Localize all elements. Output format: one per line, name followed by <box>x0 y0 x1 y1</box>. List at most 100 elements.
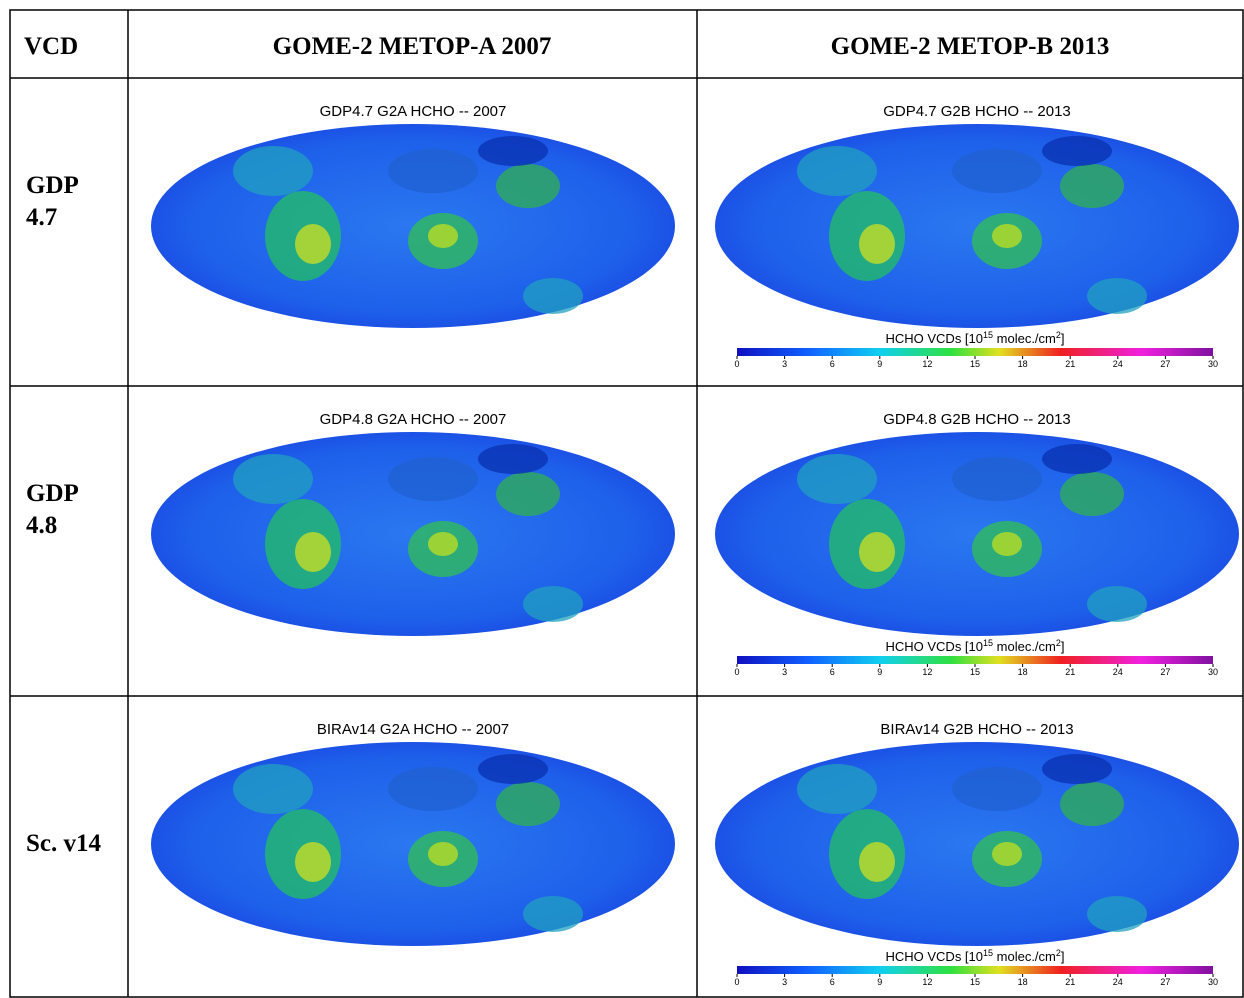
row-label: 4.8 <box>26 512 57 539</box>
colorbar-tick-label: 6 <box>830 977 835 987</box>
label-part: molec./cm <box>993 331 1056 346</box>
map-region <box>1042 754 1112 784</box>
label-part: molec./cm <box>993 949 1056 964</box>
colorbar-tick-label: 0 <box>734 977 739 987</box>
label-part: ] <box>1061 639 1065 654</box>
colorbar-tick-label: 18 <box>1018 667 1028 677</box>
map-region <box>295 532 331 572</box>
map-region <box>233 454 313 504</box>
map-region <box>478 444 548 474</box>
map-region <box>952 149 1042 193</box>
colorbar-tick-label: 0 <box>734 359 739 369</box>
map-region <box>428 532 458 556</box>
label-part: HCHO VCDs [10 <box>885 949 983 964</box>
label-part: ] <box>1061 949 1065 964</box>
map-region <box>388 767 478 811</box>
map-region <box>1042 444 1112 474</box>
map-region <box>859 224 895 264</box>
map-region <box>295 224 331 264</box>
colorbar-tick-label: 12 <box>922 667 932 677</box>
superscript: 15 <box>983 330 993 340</box>
map-title: GDP4.7 G2A HCHO -- 2007 <box>320 103 507 120</box>
map-region <box>952 767 1042 811</box>
colorbar-tick-label: 30 <box>1208 977 1218 987</box>
colorbar-tick-label: 6 <box>830 359 835 369</box>
map-region <box>1042 136 1112 166</box>
colorbar-tick-label: 27 <box>1160 667 1170 677</box>
map-region <box>797 454 877 504</box>
colorbar-tick-label: 24 <box>1113 667 1123 677</box>
map-region <box>428 224 458 248</box>
map-region <box>1060 472 1124 516</box>
map-region <box>992 224 1022 248</box>
colorbar-tick-label: 30 <box>1208 359 1218 369</box>
label-part: ] <box>1061 331 1065 346</box>
map-region <box>859 532 895 572</box>
colorbar-tick-label: 27 <box>1160 359 1170 369</box>
colorbar-tick-label: 21 <box>1065 977 1075 987</box>
colorbar-tick-label: 15 <box>970 977 980 987</box>
map-region <box>1087 278 1147 314</box>
map-panel: GDP4.8 G2A HCHO -- 2007 <box>151 411 675 636</box>
colorbar-tick-label: 12 <box>922 977 932 987</box>
map-region <box>859 842 895 882</box>
colorbar-label: HCHO VCDs [1015 molec./cm2] <box>885 948 1064 964</box>
map-region <box>523 896 583 932</box>
colorbar-tick-label: 30 <box>1208 667 1218 677</box>
map-region <box>797 764 877 814</box>
colorbar-tick-label: 15 <box>970 359 980 369</box>
map-region <box>428 842 458 866</box>
colorbar-tick-label: 3 <box>782 359 787 369</box>
label-part: molec./cm <box>993 639 1056 654</box>
colorbar-tick-label: 6 <box>830 667 835 677</box>
colorbar-tick-label: 21 <box>1065 359 1075 369</box>
map-region <box>1060 782 1124 826</box>
map-region <box>1060 164 1124 208</box>
colorbar-tick-label: 9 <box>877 667 882 677</box>
colorbar-tick-label: 3 <box>782 667 787 677</box>
colorbar-tick-label: 9 <box>877 977 882 987</box>
row-label: 4.7 <box>26 204 57 231</box>
colorbar-tick-label: 21 <box>1065 667 1075 677</box>
header-cell: VCD <box>24 33 78 60</box>
map-region <box>797 146 877 196</box>
superscript: 15 <box>983 948 993 958</box>
colorbar-tick-label: 24 <box>1113 359 1123 369</box>
colorbar-tick-label: 0 <box>734 667 739 677</box>
map-region <box>523 586 583 622</box>
map-title: BIRAv14 G2B HCHO -- 2013 <box>880 721 1073 738</box>
map-region <box>496 472 560 516</box>
map-region <box>952 457 1042 501</box>
colorbar-tick-label: 18 <box>1018 977 1028 987</box>
map-region <box>1087 586 1147 622</box>
colorbar-tick-label: 18 <box>1018 359 1028 369</box>
map-title: GDP4.8 G2A HCHO -- 2007 <box>320 411 507 428</box>
map-region <box>388 457 478 501</box>
colorbar-label: HCHO VCDs [1015 molec./cm2] <box>885 638 1064 654</box>
map-region <box>496 782 560 826</box>
colorbar-label: HCHO VCDs [1015 molec./cm2] <box>885 330 1064 346</box>
map-region <box>478 754 548 784</box>
colorbar-tick-label: 24 <box>1113 977 1123 987</box>
header-cell: GOME-2 METOP-B 2013 <box>831 33 1110 60</box>
map-panel: GDP4.7 G2A HCHO -- 2007 <box>151 103 675 328</box>
colorbar-tick-label: 9 <box>877 359 882 369</box>
header-cell: GOME-2 METOP-A 2007 <box>273 33 552 60</box>
map-title: BIRAv14 G2A HCHO -- 2007 <box>317 721 509 738</box>
map-region <box>478 136 548 166</box>
row-label: GDP <box>26 480 79 507</box>
colorbar <box>737 656 1213 664</box>
map-title: GDP4.7 G2B HCHO -- 2013 <box>883 103 1071 120</box>
map-region <box>233 764 313 814</box>
label-part: HCHO VCDs [10 <box>885 639 983 654</box>
page: VCD GOME-2 METOP-A 2007 GOME-2 METOP-B 2… <box>0 0 1244 998</box>
map-panel: BIRAv14 G2A HCHO -- 2007 <box>151 721 675 946</box>
map-title: GDP4.8 G2B HCHO -- 2013 <box>883 411 1071 428</box>
colorbar-tick-label: 15 <box>970 667 980 677</box>
map-region <box>992 842 1022 866</box>
colorbar-tick-label: 3 <box>782 977 787 987</box>
map-region <box>523 278 583 314</box>
map-region <box>388 149 478 193</box>
map-region <box>496 164 560 208</box>
